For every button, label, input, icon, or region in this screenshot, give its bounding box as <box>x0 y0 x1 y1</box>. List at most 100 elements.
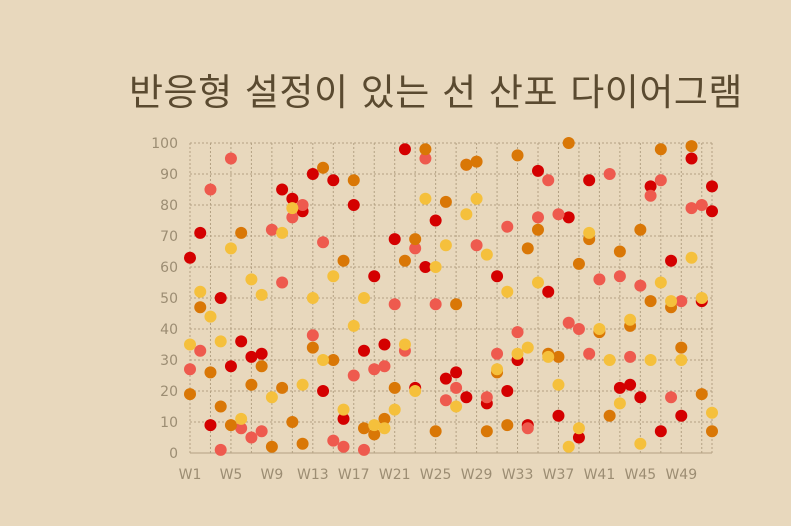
point-s3-W28 <box>460 208 473 221</box>
point-s3-W12 <box>296 378 309 391</box>
point-s0-W15 <box>327 174 340 187</box>
point-s1-W48 <box>665 391 678 404</box>
point-s0-W21 <box>388 233 401 246</box>
point-s0-W5 <box>224 360 237 373</box>
point-s0-W27 <box>450 366 463 379</box>
point-s3-W39 <box>572 422 585 435</box>
point-s3-W18 <box>358 292 370 304</box>
point-s2-W30 <box>480 425 493 438</box>
x-tick-label-W17: W17 <box>338 467 370 483</box>
point-s3-W48 <box>665 295 678 308</box>
point-s1-W30 <box>480 391 493 404</box>
y-tick-label-50: 50 <box>160 291 178 307</box>
point-s1-W12 <box>296 199 309 211</box>
point-s2-W34 <box>521 242 534 255</box>
point-s2-W39 <box>572 257 585 270</box>
point-s3-W1 <box>184 338 196 351</box>
point-s1-W46 <box>644 189 657 202</box>
point-s0-W46 <box>644 180 657 193</box>
point-s2-W12 <box>296 437 309 450</box>
point-s0-W3 <box>204 419 217 432</box>
y-tick-label-20: 20 <box>160 384 178 400</box>
point-s3-W14 <box>317 354 330 366</box>
point-s0-W20 <box>378 338 391 351</box>
point-s3-W31 <box>491 363 504 376</box>
point-s2-W9 <box>265 440 278 453</box>
point-s3-W16 <box>337 403 350 416</box>
point-s0-W4 <box>214 292 227 304</box>
point-s0-W13 <box>306 168 319 180</box>
point-s3-W45 <box>634 437 647 450</box>
point-s0-W7 <box>245 350 258 363</box>
point-s2-W47 <box>654 143 667 156</box>
point-s0-W52 <box>706 205 718 218</box>
point-s0-W44 <box>624 378 637 391</box>
point-s3-W38 <box>562 440 575 453</box>
point-s2-W14 <box>317 161 330 174</box>
y-tick-label-60: 60 <box>160 260 178 276</box>
point-s3-W41 <box>593 323 606 335</box>
point-s1-W20 <box>378 360 391 373</box>
point-s2-W21 <box>388 381 401 394</box>
point-s1-W44 <box>624 350 637 363</box>
point-s2-W28 <box>460 158 473 171</box>
x-tick-label-W45: W45 <box>625 467 657 483</box>
point-s3-W5 <box>224 242 237 255</box>
point-s0-W14 <box>317 385 330 397</box>
point-s3-W9 <box>265 391 278 404</box>
y-tick-label-100: 100 <box>151 136 178 152</box>
point-s3-W4 <box>214 335 227 348</box>
y-tick-label-10: 10 <box>160 415 178 431</box>
point-s1-W18 <box>358 443 370 456</box>
point-s0-W2 <box>194 226 207 239</box>
point-s0-W16 <box>337 412 350 425</box>
point-s2-W50 <box>685 140 698 153</box>
point-s2-W1 <box>184 388 196 401</box>
point-s3-W6 <box>235 412 248 425</box>
point-s3-W46 <box>644 354 657 366</box>
point-s0-W47 <box>654 425 667 438</box>
point-s2-W5 <box>224 419 237 432</box>
point-s2-W15 <box>327 354 340 366</box>
x-tick-label-W37: W37 <box>543 467 575 483</box>
point-s3-W26 <box>439 239 452 252</box>
point-s3-W42 <box>603 354 616 366</box>
point-s1-W47 <box>654 174 667 187</box>
point-s0-W22 <box>398 143 411 156</box>
point-s3-W8 <box>255 288 268 301</box>
point-s2-W24 <box>419 143 432 156</box>
point-s2-W7 <box>245 378 258 391</box>
point-s0-W45 <box>634 391 647 404</box>
point-s0-W6 <box>235 335 248 348</box>
point-s2-W51 <box>695 388 708 401</box>
point-s0-W35 <box>532 164 544 177</box>
point-s2-W10 <box>276 381 289 394</box>
point-s3-W35 <box>532 276 544 289</box>
point-s1-W8 <box>255 425 268 438</box>
point-s2-W45 <box>634 223 647 236</box>
point-s0-W31 <box>491 270 504 283</box>
point-s0-W38 <box>562 211 575 224</box>
y-tick-label-40: 40 <box>160 322 178 338</box>
point-s3-W34 <box>521 341 534 354</box>
x-tick-label-W41: W41 <box>584 467 616 483</box>
point-s3-W11 <box>286 202 299 215</box>
point-s2-W27 <box>450 298 463 311</box>
point-s2-W46 <box>644 295 657 308</box>
point-s3-W30 <box>480 248 493 261</box>
point-s1-W40 <box>583 347 596 360</box>
point-s0-W40 <box>583 174 596 187</box>
y-tick-label-30: 30 <box>160 353 178 369</box>
point-s2-W38 <box>562 137 575 149</box>
point-s3-W15 <box>327 270 340 283</box>
point-s1-W16 <box>337 440 350 453</box>
x-tick-label-W13: W13 <box>297 467 329 483</box>
point-s2-W32 <box>501 419 514 432</box>
point-s0-W11 <box>286 192 299 205</box>
point-s1-W49 <box>675 295 688 308</box>
point-s1-W45 <box>634 279 647 292</box>
point-s2-W4 <box>214 400 227 413</box>
point-s0-W18 <box>358 344 370 357</box>
